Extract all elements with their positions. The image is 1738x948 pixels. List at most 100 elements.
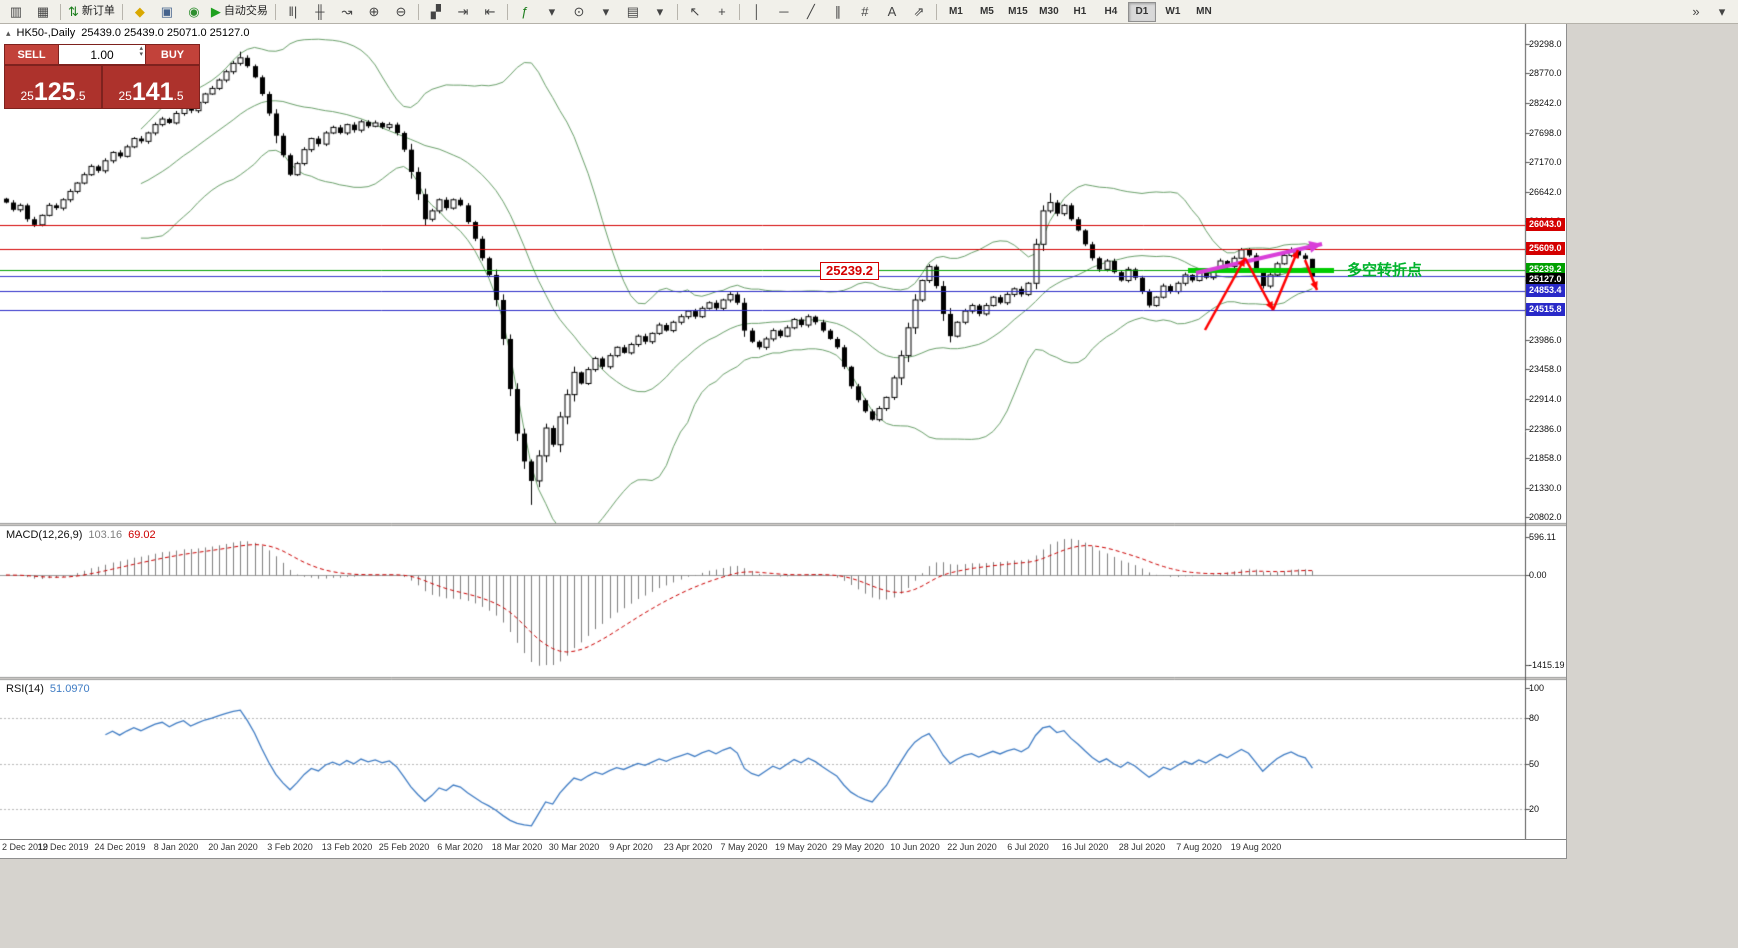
- volume-input[interactable]: [70, 46, 134, 63]
- timeframe-mn-button[interactable]: MN: [1196, 6, 1212, 17]
- timeframe-m5-button[interactable]: M5: [979, 6, 994, 17]
- macd-axis-label: 0.00: [1529, 570, 1547, 580]
- sell-price-prefix: 25: [20, 89, 34, 103]
- price-line-label: 24853.4: [1526, 284, 1565, 297]
- channel-icon[interactable]: ∥: [825, 1, 851, 23]
- timeframe-m15-button[interactable]: M15: [1008, 6, 1028, 17]
- date-axis[interactable]: [0, 839, 1566, 858]
- horizontal-line-icon: ─: [779, 4, 789, 19]
- price-tick-label: 22914.0: [1529, 394, 1562, 404]
- rsi-axis-label: 100: [1529, 683, 1545, 693]
- date-tick-label: 28 Jul 2020: [1118, 842, 1166, 852]
- toolbar-overflow-icon[interactable]: »: [1683, 1, 1709, 23]
- new-chart-icon[interactable]: ▥: [3, 1, 29, 23]
- rsi-pane-header: RSI(14) 51.0970: [6, 683, 90, 695]
- templates-button[interactable]: ▤: [620, 1, 646, 23]
- trendline-icon[interactable]: ╱: [798, 1, 824, 23]
- metaeditor-icon[interactable]: ◆: [127, 1, 153, 23]
- sell-price-panel[interactable]: 25 125.5: [4, 65, 102, 109]
- toolbar-separator: [121, 3, 123, 20]
- tile-windows-icon: ▞: [430, 4, 441, 19]
- date-tick-label: 23 Apr 2020: [663, 842, 713, 852]
- arrow-objects-icon: ⇗: [913, 4, 925, 19]
- date-tick-label: 2 Dec 2019: [2, 842, 49, 852]
- text-label-icon[interactable]: A: [879, 1, 905, 23]
- crosshair-icon[interactable]: +: [709, 1, 735, 23]
- indicators-icon: ƒ: [521, 4, 529, 19]
- price-line-label: 24515.8: [1526, 303, 1565, 316]
- line-chart-icon: ↝: [341, 4, 353, 19]
- horizontal-line-icon[interactable]: ─: [771, 1, 797, 23]
- timeframe-h1-button[interactable]: H1: [1073, 6, 1087, 17]
- rsi-value: 51.0970: [49, 683, 90, 695]
- chart-shift-icon[interactable]: ⇤: [477, 1, 503, 23]
- vertical-line-icon[interactable]: │: [744, 1, 770, 23]
- candlesticks-icon[interactable]: ╫: [307, 1, 333, 23]
- vertical-line-icon: │: [752, 4, 761, 19]
- timeframe-w1-button[interactable]: W1: [1165, 6, 1181, 17]
- indicators-dropdown-icon[interactable]: ▾: [539, 1, 565, 23]
- sell-button[interactable]: SELL: [4, 44, 59, 65]
- ohlc-values: 25439.0 25439.0 25071.0 25127.0: [81, 27, 250, 39]
- crosshair-icon: +: [718, 4, 726, 19]
- periods-dropdown-icon: ▾: [602, 4, 610, 19]
- macd-axis-label: -1415.19: [1529, 660, 1565, 670]
- date-tick-label: 18 Mar 2020: [491, 842, 543, 852]
- date-tick-label: 3 Feb 2020: [267, 842, 313, 852]
- periods-button[interactable]: ⊙: [566, 1, 592, 23]
- date-tick-label: 24 Dec 2019: [94, 842, 146, 852]
- new-order-button[interactable]: ⇅ 新订单: [65, 1, 118, 23]
- date-tick-label: 8 Jan 2020: [153, 842, 199, 852]
- chart-profiles-icon[interactable]: ▦: [30, 1, 56, 23]
- date-tick-label: 19 Aug 2020: [1230, 842, 1282, 852]
- buy-price-panel[interactable]: 25 141.5: [102, 65, 200, 109]
- terminal-icon: ▣: [160, 4, 174, 19]
- timeframe-m30-button[interactable]: M30: [1039, 6, 1059, 17]
- price-tick-label: 21858.0: [1529, 453, 1562, 463]
- zoom-out-icon: ⊖: [395, 4, 407, 19]
- trade-panel-toggle-icon[interactable]: ▴: [6, 27, 11, 38]
- line-chart-icon[interactable]: ↝: [334, 1, 360, 23]
- timeframe-h4-button[interactable]: H4: [1104, 6, 1118, 17]
- auto-scroll-icon[interactable]: ⇥: [450, 1, 476, 23]
- date-tick-label: 10 Jun 2020: [890, 842, 940, 852]
- cursor-icon[interactable]: ↖: [682, 1, 708, 23]
- chart-overlays: ▴ HK50-,Daily 25439.0 25439.0 25071.0 25…: [0, 24, 1566, 858]
- zoom-in-icon[interactable]: ⊕: [361, 1, 387, 23]
- channel-icon: ∥: [834, 4, 842, 19]
- bars-chart-icon[interactable]: ‖|: [280, 1, 306, 23]
- date-tick-label: 22 Jun 2020: [947, 842, 997, 852]
- toolbar-separator: [676, 3, 678, 20]
- chart-shift-icon: ⇤: [484, 4, 496, 19]
- fibonacci-icon: #: [861, 4, 869, 19]
- scripts-icon[interactable]: ◉: [181, 1, 207, 23]
- timeframe-m1-button[interactable]: M1: [948, 6, 963, 17]
- date-tick-label: 29 May 2020: [831, 842, 885, 852]
- price-tick-label: 23986.0: [1529, 335, 1562, 345]
- templates-dropdown-icon[interactable]: ▾: [647, 1, 673, 23]
- spinner-down-icon[interactable]: ▾: [139, 51, 143, 58]
- price-line-label: 25239.2: [1526, 263, 1565, 276]
- arrow-objects-icon[interactable]: ⇗: [906, 1, 932, 23]
- timeframe-d1-button[interactable]: D1: [1127, 1, 1156, 22]
- chart-canvas[interactable]: [0, 24, 1566, 839]
- autotrading-button[interactable]: ▶ 自动交易: [208, 1, 271, 23]
- buy-price-big: 141: [131, 78, 174, 106]
- spinner-up-icon[interactable]: ▴: [139, 45, 143, 52]
- toolbar-separator: [60, 3, 61, 20]
- volume-spinner[interactable]: ▴ ▾: [139, 45, 143, 58]
- toolbar-more-icon[interactable]: ▾: [1709, 1, 1735, 23]
- buy-button[interactable]: BUY: [145, 44, 200, 65]
- new-order-button-label: 新订单: [81, 5, 115, 17]
- indicators-button[interactable]: ƒ: [512, 1, 538, 23]
- fibonacci-icon[interactable]: #: [852, 1, 878, 23]
- date-tick-label: 13 Feb 2020: [321, 842, 373, 852]
- symbol-period-label: HK50-,Daily: [16, 27, 76, 39]
- tile-windows-icon[interactable]: ▞: [423, 1, 449, 23]
- zoom-out-icon[interactable]: ⊖: [388, 1, 414, 23]
- rsi-label: RSI(14): [6, 683, 44, 695]
- text-label-icon: A: [887, 4, 897, 19]
- terminal-icon[interactable]: ▣: [154, 1, 180, 23]
- periods-dropdown-icon[interactable]: ▾: [593, 1, 619, 23]
